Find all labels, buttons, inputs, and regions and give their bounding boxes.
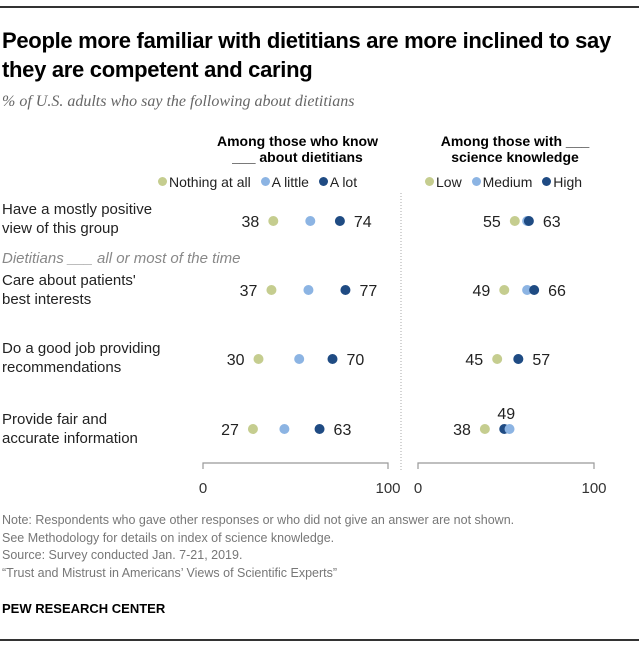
bottom-rule	[0, 639, 639, 641]
data-label-low: 45	[465, 352, 483, 369]
dot-a-little	[294, 354, 305, 364]
data-label-low: 30	[227, 352, 245, 369]
dot-low	[499, 285, 510, 295]
report-title: “Trust and Mistrust in Americans’ Views …	[2, 565, 338, 580]
row-label-good-job: Do a good job providing recommendations	[2, 340, 161, 376]
dot-a-little	[279, 424, 290, 434]
dot-medium	[504, 424, 515, 434]
footnote: Note: Respondents who gave other respons…	[2, 512, 514, 582]
data-label-high: 66	[548, 283, 566, 300]
legend-item-a-lot: A lot	[318, 174, 357, 190]
dot-a-little	[305, 216, 316, 226]
legend-item-nothing-at-all: Nothing at all	[158, 174, 251, 190]
note-line-1: Note: Respondents who gave other respons…	[2, 513, 515, 527]
x-tick-label: 100	[581, 480, 606, 497]
x-axis-line	[202, 462, 389, 469]
data-label-high: 57	[532, 352, 550, 369]
legend-dot-low-icon	[425, 177, 434, 186]
legend-dot-low-icon	[158, 177, 167, 186]
legend-dot-medium-icon	[471, 177, 481, 186]
right-panel-title-line2: science knowledge	[451, 149, 579, 165]
right-panel-title: Among those with ___ science knowledge	[410, 133, 620, 165]
dot-high	[523, 216, 534, 226]
dot-medium	[522, 285, 533, 295]
chart-subtitle: % of U.S. adults who say the following a…	[2, 93, 355, 110]
dot-nothing-at-all	[268, 216, 279, 226]
legend-item-high: High	[542, 174, 582, 190]
right-legend: Low Medium High	[425, 174, 588, 190]
section-label: Dietitians ___ all or most of the time	[2, 250, 241, 267]
dot-high	[529, 285, 540, 295]
dot-a-lot	[334, 216, 345, 226]
data-label-high: 77	[359, 283, 377, 300]
data-label-low: 38	[242, 214, 260, 231]
data-label-low: 38	[453, 422, 471, 439]
dot-a-lot	[314, 424, 325, 434]
data-label-high: 70	[347, 352, 365, 369]
dot-nothing-at-all	[253, 354, 264, 364]
top-rule	[0, 6, 639, 8]
dot-nothing-at-all	[247, 424, 258, 434]
chart-title: People more familiar with dietitians are…	[2, 28, 611, 82]
dot-a-lot	[327, 354, 338, 364]
x-tick-label: 0	[414, 480, 422, 497]
data-label-low: 27	[221, 422, 239, 439]
dot-low	[509, 216, 520, 226]
dot-high	[513, 354, 524, 364]
brand-logo-text: PEW RESEARCH CENTER	[2, 601, 166, 616]
dot-a-lot	[340, 285, 351, 295]
legend-dot-high-icon	[542, 177, 552, 186]
right-panel-title-line1: Among those with ___	[440, 133, 590, 149]
dot-low	[492, 354, 503, 364]
data-label-high: 74	[354, 214, 372, 231]
data-label-high: 63	[543, 214, 561, 231]
legend-item-medium: Medium	[471, 174, 532, 190]
legend-dot-medium-icon	[260, 177, 270, 186]
source-line: Source: Survey conducted Jan. 7-21, 2019…	[2, 548, 243, 562]
left-panel-title-line1: Among those who know	[217, 133, 378, 149]
dot-low	[479, 424, 490, 434]
legend-item-a-little: A little	[260, 174, 309, 190]
left-panel-title: Among those who know ___ about dietitian…	[190, 133, 405, 165]
x-axis-line	[417, 462, 595, 469]
note-line-2: See Methodology for details on index of …	[2, 530, 335, 545]
data-label-high: 63	[334, 422, 352, 439]
dot-a-little	[303, 285, 314, 295]
data-label-low: 55	[483, 214, 501, 231]
left-legend: Nothing at all A little A lot	[158, 174, 363, 190]
data-label-low: 37	[240, 283, 258, 300]
data-label-high: 49	[497, 406, 515, 423]
x-tick-label: 100	[375, 480, 400, 497]
x-tick-label: 0	[199, 480, 207, 497]
row-label-care-interests: Care about patients' best interests	[2, 272, 136, 308]
legend-dot-high-icon	[318, 177, 328, 186]
row-label-fair-info: Provide fair and accurate information	[2, 411, 138, 447]
left-panel-title-line2: ___ about dietitians	[232, 149, 363, 165]
legend-item-low: Low	[425, 174, 462, 190]
row-label-positive-view: Have a mostly positive view of this grou…	[2, 201, 153, 237]
dot-nothing-at-all	[266, 285, 277, 295]
data-label-low: 49	[472, 283, 490, 300]
